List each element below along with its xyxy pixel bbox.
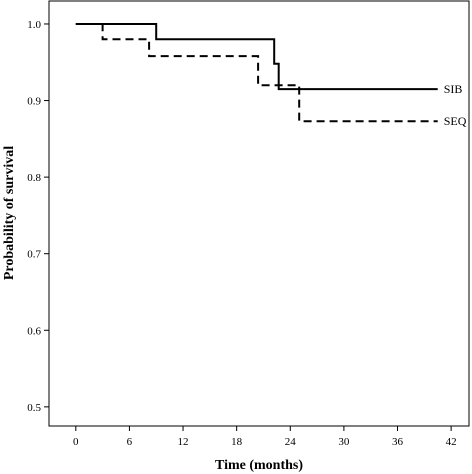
y-tick-label: 0.7 [27, 249, 41, 261]
y-tick-label: 1.0 [27, 19, 41, 31]
y-tick-label: 0.9 [27, 96, 41, 108]
series-seq-curve [75, 23, 438, 123]
x-tick-label: 42 [446, 436, 457, 448]
x-tick-label: 12 [178, 436, 189, 448]
y-axis: 0.5 0.6 0.7 0.8 0.9 1.0 [27, 19, 49, 414]
series-sib-label: SIB [444, 82, 463, 96]
x-tick-label: 18 [231, 436, 243, 448]
x-tick-label: 36 [392, 436, 404, 448]
x-tick-label: 30 [338, 436, 350, 448]
y-tick-label: 0.6 [27, 325, 41, 337]
x-tick-label: 6 [127, 436, 133, 448]
x-axis: 0 6 12 18 24 30 36 42 [73, 426, 457, 448]
x-tick-label: 24 [285, 436, 297, 448]
series-labels: SIB SEQ [444, 82, 467, 128]
y-axis-label: Probability of survival [2, 146, 17, 280]
x-tick-label: 0 [73, 436, 79, 448]
x-axis-label: Time (months) [215, 458, 303, 473]
y-tick-label: 0.5 [27, 402, 41, 414]
plot-frame [48, 0, 470, 427]
survival-curves [75, 23, 438, 123]
y-tick-label: 0.8 [27, 172, 41, 184]
series-seq-label: SEQ [444, 114, 467, 128]
